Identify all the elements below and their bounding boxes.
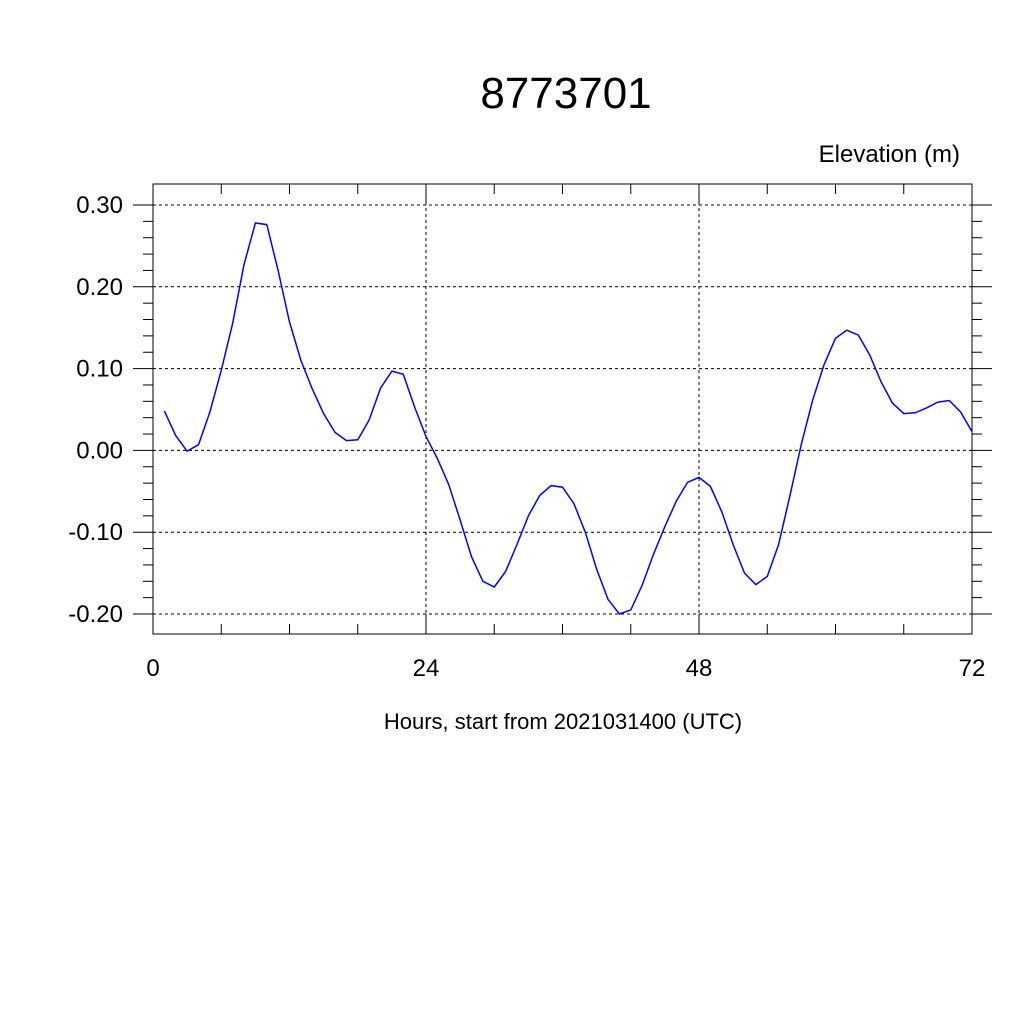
y-tick-label: -0.10 bbox=[68, 519, 123, 546]
y-tick-label: 0.20 bbox=[76, 274, 123, 301]
x-axis-label: Hours, start from 2021031400 (UTC) bbox=[384, 709, 742, 734]
axis-ticks bbox=[133, 184, 992, 634]
plot-frame bbox=[152, 183, 973, 635]
series-line bbox=[163, 222, 973, 615]
y-tick-label: 0.00 bbox=[76, 437, 123, 464]
x-tick-label: 72 bbox=[959, 655, 986, 682]
y-axis-label: Elevation (m) bbox=[819, 141, 960, 168]
tick-labels: -0.20 -0.10 0.00 0.10 0.20 0.30 0 24 48 72 bbox=[68, 192, 985, 682]
chart-title: 8773701 bbox=[480, 69, 651, 118]
grid-lines bbox=[153, 184, 972, 634]
x-tick-label: 48 bbox=[686, 655, 713, 682]
x-tick-label: 24 bbox=[413, 655, 440, 682]
y-tick-label: 0.30 bbox=[76, 192, 123, 219]
x-tick-label: 0 bbox=[146, 655, 159, 682]
y-tick-label: -0.20 bbox=[68, 601, 123, 628]
y-tick-label: 0.10 bbox=[76, 356, 123, 383]
